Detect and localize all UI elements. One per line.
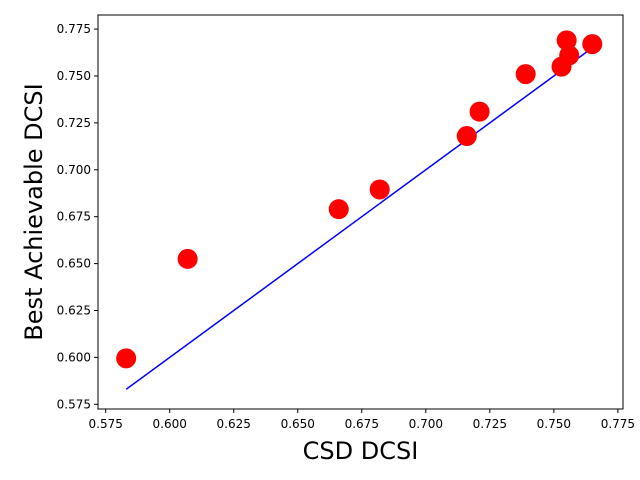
- y-tick-label: 0.725: [57, 116, 91, 130]
- data-point: [556, 30, 577, 51]
- data-point: [369, 179, 390, 200]
- y-tick-label: 0.600: [57, 350, 91, 364]
- data-point: [582, 34, 603, 55]
- reference-line: [125, 47, 593, 390]
- x-tick-label: 0.650: [281, 417, 315, 431]
- y-tick-label: 0.650: [57, 257, 91, 271]
- x-tick-label: 0.600: [153, 417, 187, 431]
- data-point: [328, 199, 349, 220]
- plot-layer: [116, 30, 603, 390]
- x-tick-label: 0.725: [473, 417, 507, 431]
- y-tick-label: 0.675: [57, 210, 91, 224]
- y-tick-label: 0.575: [57, 397, 91, 411]
- y-axis: 0.575 0.600 0.625 0.650 0.675 0.700 0.725 0.750…: [57, 22, 98, 411]
- data-point: [469, 101, 490, 122]
- data-point: [559, 45, 580, 66]
- data-point: [456, 126, 477, 147]
- plot-frame: [97, 14, 624, 410]
- data-point: [177, 248, 198, 269]
- y-tick-label: 0.750: [57, 69, 91, 83]
- x-tick-label: 0.675: [345, 417, 379, 431]
- data-point: [116, 348, 137, 369]
- x-axis-label: CSD DCSI: [303, 437, 419, 465]
- x-tick-label: 0.625: [217, 417, 251, 431]
- x-tick-label: 0.775: [601, 417, 635, 431]
- data-point: [515, 64, 536, 85]
- x-tick-label: 0.750: [537, 417, 571, 431]
- plot-marks: [116, 30, 603, 390]
- y-tick-label: 0.625: [57, 304, 91, 318]
- x-axis: 0.575 0.600 0.625 0.650 0.675 0.700 0.725 0.750…: [89, 409, 635, 431]
- x-tick-label: 0.700: [409, 417, 443, 431]
- x-tick-label: 0.575: [89, 417, 123, 431]
- y-tick-label: 0.700: [57, 163, 91, 177]
- y-tick-label: 0.775: [57, 22, 91, 36]
- y-axis-label: Best Achievable DCSI: [20, 83, 48, 340]
